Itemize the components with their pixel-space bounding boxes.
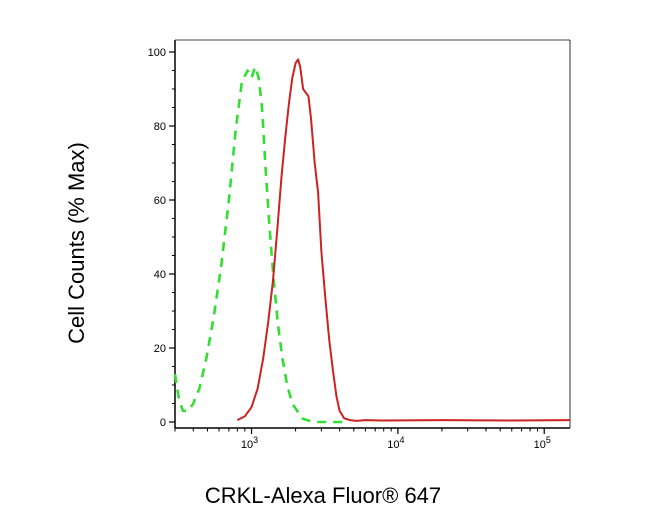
y-tick-label: 40 bbox=[154, 269, 166, 281]
y-tick-label: 0 bbox=[160, 417, 166, 429]
series-line-control bbox=[173, 65, 348, 424]
x-tick-label: 105 bbox=[534, 435, 551, 451]
x-tick-label: 103 bbox=[241, 435, 258, 451]
y-tick-label: 80 bbox=[154, 121, 166, 133]
y-ticks: 0 20 40 60 80 100 bbox=[148, 47, 175, 429]
y-tick-label: 20 bbox=[154, 343, 166, 355]
series-layer bbox=[173, 58, 571, 424]
series-line-sample bbox=[236, 58, 571, 422]
x-ticks: 103 104 105 bbox=[174, 428, 551, 451]
x-axis-title: CRKL-Alexa Fluor® 647 bbox=[205, 483, 441, 508]
plot-frame bbox=[174, 39, 571, 429]
y-axis-title: Cell Counts (% Max) bbox=[64, 142, 89, 344]
y-tick-label: 100 bbox=[148, 47, 166, 59]
x-tick-label: 104 bbox=[387, 435, 404, 451]
y-tick-label: 60 bbox=[154, 195, 166, 207]
